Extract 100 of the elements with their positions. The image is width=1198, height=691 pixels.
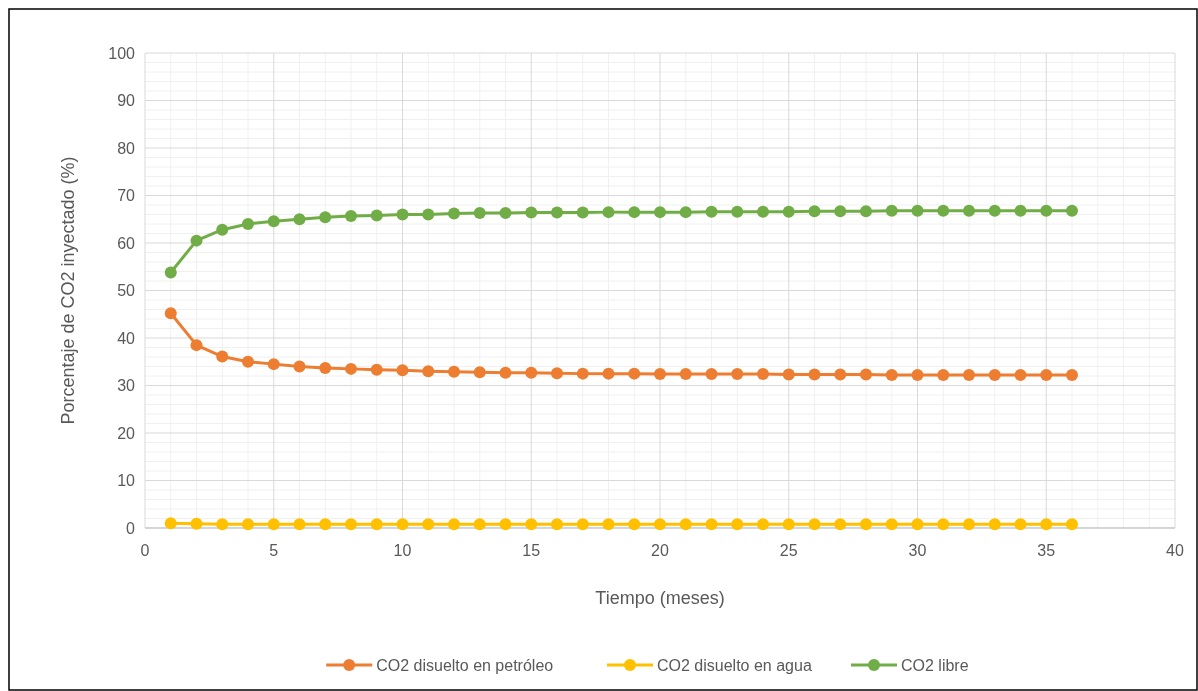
point [345,518,357,531]
point [937,369,950,382]
x-tick-label: 15 [522,542,541,559]
legend-label: CO2 disuelto en agua [657,656,812,674]
point [679,206,692,219]
point [679,518,692,531]
point [396,208,409,221]
point [370,363,383,376]
point [705,205,718,218]
x-tick-label: 35 [1037,542,1056,559]
x-tick-label: 0 [140,542,150,559]
point [1040,518,1053,531]
y-tick-label: 10 [117,472,136,490]
x-tick-label: 5 [269,542,279,559]
point [860,205,872,218]
point [448,207,460,220]
y-tick-label: 30 [117,377,136,395]
point [705,368,718,381]
point [911,369,924,382]
y-axis-title: Porcentaje de CO2 inyectado (%) [58,156,78,425]
point [345,209,357,222]
point [319,361,332,374]
point [628,367,641,380]
point [190,517,203,530]
point [267,518,280,531]
point [422,518,435,531]
x-tick-label: 20 [651,542,669,559]
point [293,360,306,373]
point [396,364,409,377]
point [345,362,357,375]
point [216,223,229,236]
point [1014,204,1027,217]
point [834,205,847,218]
point [782,368,795,381]
point [525,206,538,219]
point [731,368,744,381]
point [602,367,615,380]
point [525,518,538,531]
point [885,369,898,382]
y-tick-label: 80 [117,139,136,157]
point [293,518,306,531]
x-tick-label: 10 [393,542,412,559]
point [190,234,203,247]
point [242,218,254,230]
y-tick-label: 70 [117,187,136,205]
point [628,206,641,219]
point [499,518,512,531]
point [963,369,975,382]
point [988,204,1001,217]
point [808,205,821,218]
point [499,366,512,379]
point [757,368,769,381]
y-tick-label: 100 [108,44,136,62]
x-tick-label: 40 [1166,542,1184,559]
x-tick-label: 25 [779,542,798,559]
point [319,211,332,224]
point [911,518,924,531]
point [963,518,975,531]
point [1014,518,1027,531]
point [1066,369,1078,382]
point [293,213,306,226]
point [267,215,280,228]
point [705,518,718,531]
x-axis-title: Tiempo (meses) [595,588,725,608]
y-tick-label: 50 [117,282,136,300]
point [576,367,589,380]
point [1040,369,1053,382]
point [757,518,769,531]
point [834,518,847,531]
y-tick-label: 20 [117,424,136,442]
point [885,518,898,531]
point [808,368,821,381]
point [628,518,641,531]
point [782,518,795,531]
point [422,208,435,221]
point [164,517,177,530]
point [1014,369,1027,382]
y-tick-label: 60 [117,234,136,252]
point [473,366,486,379]
legend-label: CO2 libre [901,656,969,674]
point [757,205,769,218]
legend-label: CO2 disuelto en petróleo [376,656,554,674]
point [1066,518,1078,531]
point [242,518,254,531]
point [937,518,950,531]
point [1040,204,1053,217]
point [782,205,795,218]
x-tick-label: 30 [908,542,927,559]
y-tick-label: 0 [126,519,136,537]
point [860,368,872,381]
point [190,339,203,352]
point [164,307,177,320]
point [216,518,229,531]
point [267,358,280,371]
point [396,518,409,531]
point [551,367,563,380]
point [911,204,924,217]
point [988,369,1001,382]
point [370,518,383,531]
point [602,206,615,219]
